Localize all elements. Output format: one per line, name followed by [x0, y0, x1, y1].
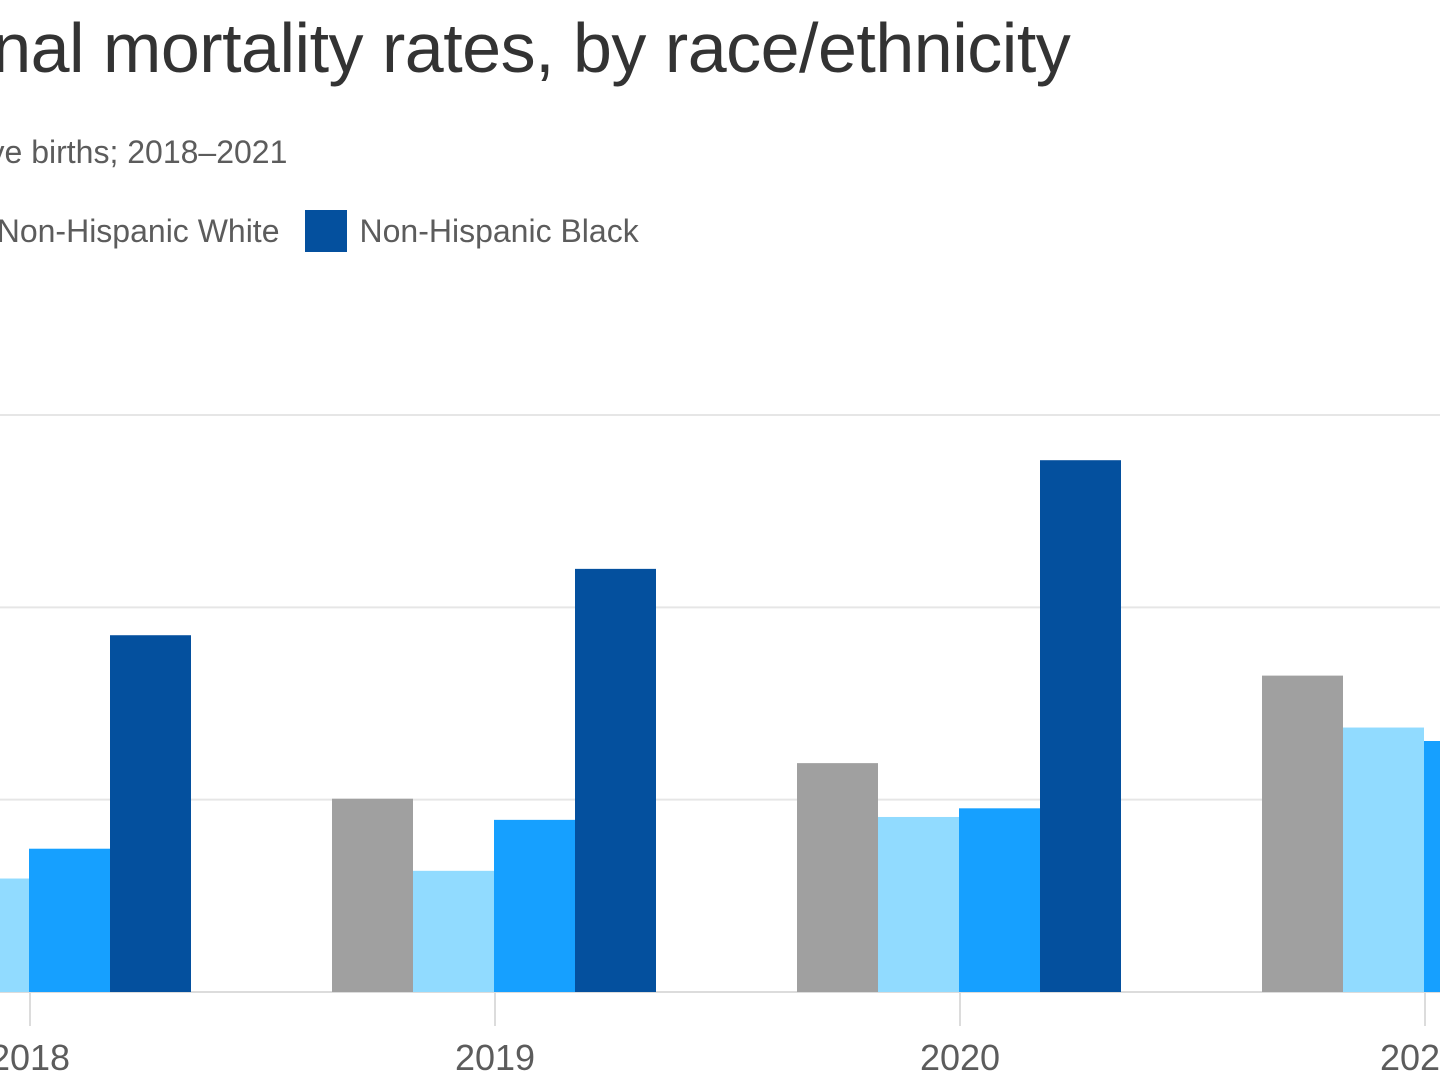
gridlines	[0, 414, 1440, 993]
bars	[0, 460, 1440, 992]
x-tick-label: 2020	[920, 1037, 1000, 1078]
bar-hispanic-2018	[0, 878, 29, 992]
legend-swatch-non-hispanic-black	[305, 210, 348, 252]
legend-label-non-hispanic-white: Non-Hispanic White	[0, 212, 280, 249]
chart-subtitle: 000 live births; 2018–2021	[0, 134, 288, 170]
bar-hispanic-2020	[878, 816, 959, 992]
bar-hispanic-2021	[1343, 727, 1424, 992]
legend-item-non-hispanic-white: Non-Hispanic White	[0, 210, 279, 252]
legend-label-non-hispanic-black: Non-Hispanic Black	[359, 212, 639, 249]
x-tick-label: 202	[1380, 1037, 1440, 1078]
bar-non-hispanic-black-2018	[110, 635, 191, 992]
bar-non-hispanic-white-2020	[959, 808, 1040, 992]
x-tick-label: 2019	[455, 1037, 535, 1078]
bar-non-hispanic-black-2019	[575, 568, 656, 992]
bar-hispanic-2019	[413, 870, 494, 992]
bar-non-hispanic-white-2019	[494, 819, 575, 992]
bar-total-2019	[332, 798, 413, 992]
chart-title: ternal mortality rates, by race/ethnicit…	[0, 9, 1071, 87]
bar-non-hispanic-white-2018	[29, 848, 110, 992]
bar-total-2020	[797, 763, 878, 992]
x-axis: 2018 2019 2020 202	[0, 992, 1440, 1078]
legend: Hispanic Non-Hispanic White Non-Hispanic…	[0, 210, 665, 252]
bar-total-2021	[1262, 675, 1343, 992]
legend-item-non-hispanic-black: Non-Hispanic Black	[305, 210, 639, 252]
bar-non-hispanic-black-2020	[1040, 460, 1121, 992]
bar-non-hispanic-white-2021	[1424, 741, 1440, 992]
x-tick-label: 2018	[0, 1037, 70, 1078]
